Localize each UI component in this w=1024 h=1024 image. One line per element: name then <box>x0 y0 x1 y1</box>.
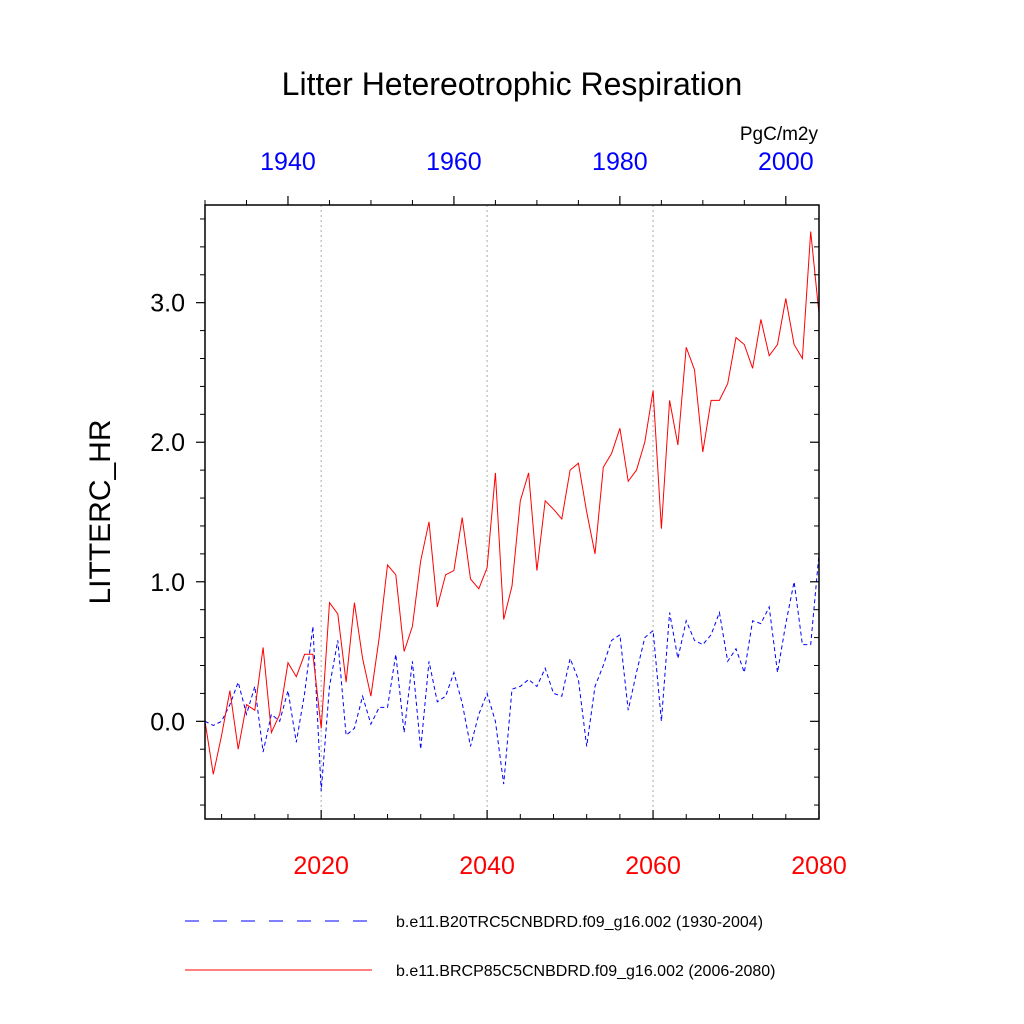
y-tick-label: 3.0 <box>150 290 185 318</box>
legend-label-2: b.e11.BRCP85C5CNBDRD.f09_g16.002 (2006-2… <box>396 963 775 980</box>
plot-frame <box>204 204 820 820</box>
series-layer <box>204 231 820 792</box>
series-line-1 <box>204 553 820 792</box>
x-bottom-tick-label: 2020 <box>293 852 349 880</box>
grid-layer <box>320 205 654 819</box>
x-bottom-tick-label: 2040 <box>459 852 515 880</box>
x-top-tick-label: 1960 <box>426 148 482 176</box>
legend-label-1: b.e11.B20TRC5CNBDRD.f09_g16.002 (1930-20… <box>396 914 763 931</box>
y-axis-label: LITTERC_HR <box>84 419 117 604</box>
y-tick-label: 0.0 <box>150 708 185 736</box>
x-top-tick-label: 2000 <box>758 148 814 176</box>
x-top-tick-label: 1980 <box>592 148 648 176</box>
y-tick-label: 2.0 <box>150 429 185 457</box>
x-bottom-tick-label: 2080 <box>791 852 847 880</box>
series-line-2 <box>204 231 820 775</box>
y-tick-label: 1.0 <box>150 569 185 597</box>
units-label: PgC/m2y <box>740 124 819 145</box>
legend: b.e11.B20TRC5CNBDRD.f09_g16.002 (1930-20… <box>185 914 775 980</box>
chart-title: Litter Hetereotrophic Respiration <box>282 66 743 102</box>
x-top-tick-label: 1940 <box>260 148 316 176</box>
x-bottom-tick-label: 2060 <box>625 852 681 880</box>
axis-layer: 0.0 1.0 2.0 3.0 2020 2040 2060 2080 1940 1960 1980… <box>150 148 847 880</box>
